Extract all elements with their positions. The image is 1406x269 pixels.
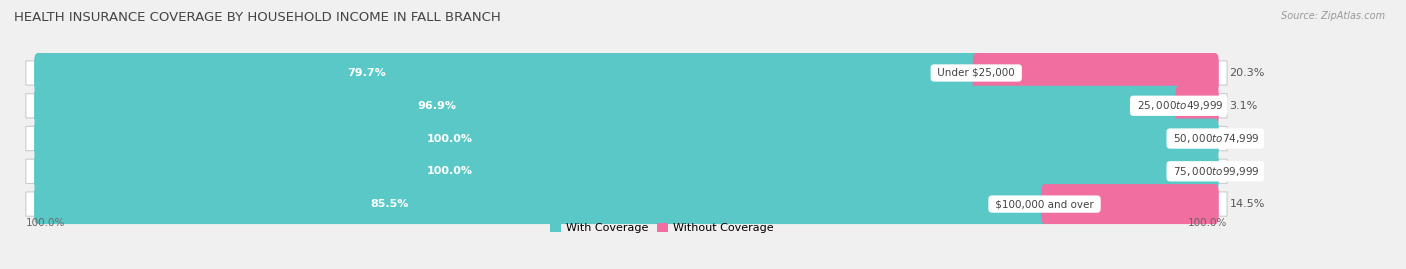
FancyBboxPatch shape (34, 151, 1219, 191)
Text: 0.0%: 0.0% (1229, 166, 1258, 176)
Legend: With Coverage, Without Coverage: With Coverage, Without Coverage (546, 218, 778, 238)
FancyBboxPatch shape (973, 53, 1219, 93)
Text: 100.0%: 100.0% (427, 133, 472, 144)
Text: 3.1%: 3.1% (1229, 101, 1258, 111)
FancyBboxPatch shape (25, 159, 1227, 183)
Text: HEALTH INSURANCE COVERAGE BY HOUSEHOLD INCOME IN FALL BRANCH: HEALTH INSURANCE COVERAGE BY HOUSEHOLD I… (14, 11, 501, 24)
Text: 20.3%: 20.3% (1229, 68, 1265, 78)
Text: Source: ZipAtlas.com: Source: ZipAtlas.com (1281, 11, 1385, 21)
FancyBboxPatch shape (25, 61, 1227, 85)
Text: $25,000 to $49,999: $25,000 to $49,999 (1133, 99, 1225, 112)
Text: 79.7%: 79.7% (347, 68, 385, 78)
FancyBboxPatch shape (34, 184, 1047, 224)
Text: 100.0%: 100.0% (1188, 218, 1227, 228)
FancyBboxPatch shape (34, 119, 1219, 158)
Text: 0.0%: 0.0% (1229, 133, 1258, 144)
Text: Under $25,000: Under $25,000 (934, 68, 1018, 78)
Text: 100.0%: 100.0% (25, 218, 65, 228)
FancyBboxPatch shape (25, 192, 1227, 216)
FancyBboxPatch shape (25, 126, 1227, 151)
Text: 100.0%: 100.0% (427, 166, 472, 176)
Text: $75,000 to $99,999: $75,000 to $99,999 (1170, 165, 1260, 178)
Text: 14.5%: 14.5% (1229, 199, 1265, 209)
Text: 96.9%: 96.9% (418, 101, 457, 111)
FancyBboxPatch shape (1175, 86, 1219, 126)
FancyBboxPatch shape (34, 86, 1182, 126)
Text: $50,000 to $74,999: $50,000 to $74,999 (1170, 132, 1260, 145)
FancyBboxPatch shape (34, 53, 980, 93)
Text: $100,000 and over: $100,000 and over (993, 199, 1097, 209)
FancyBboxPatch shape (1040, 184, 1219, 224)
FancyBboxPatch shape (25, 94, 1227, 118)
Text: 85.5%: 85.5% (371, 199, 409, 209)
